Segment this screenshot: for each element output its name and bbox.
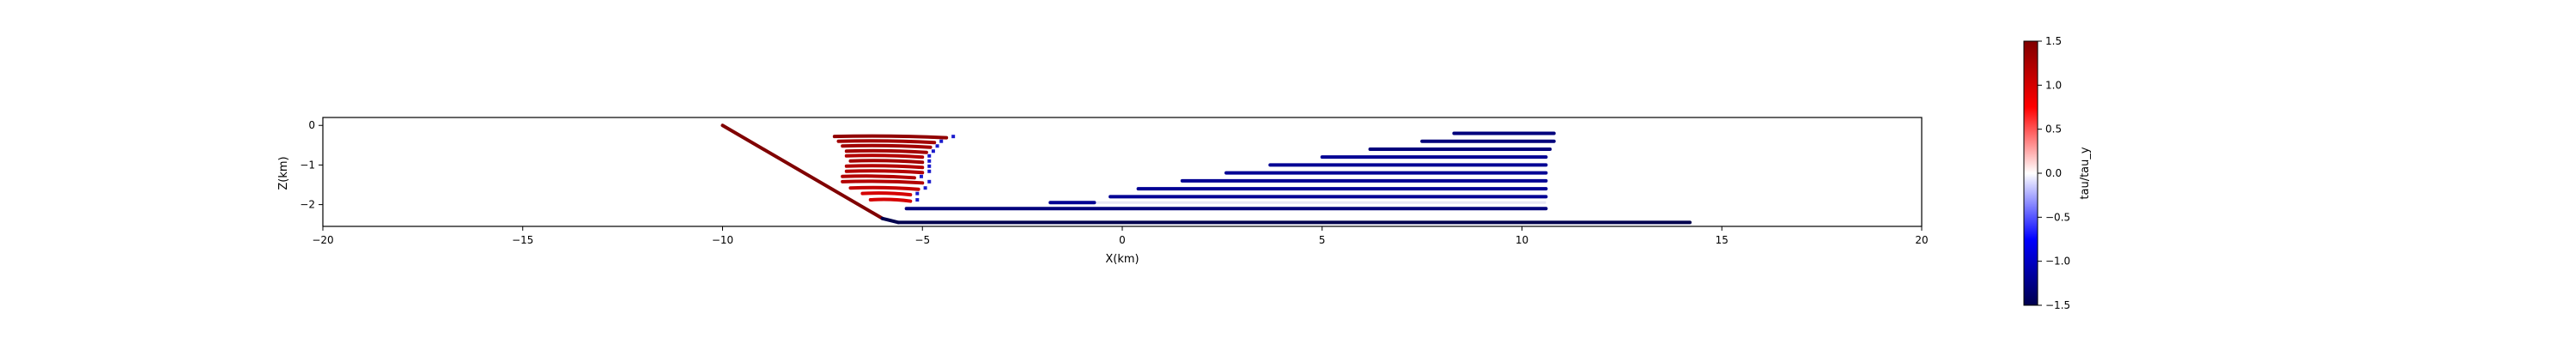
red-strand [848,159,925,165]
strand-tip-point [927,169,932,173]
y-axis: 0 −1 −2 [300,119,323,211]
x-tick-label: −5 [914,234,930,246]
x-tick-label: 10 [1516,234,1528,246]
strand-tip-point [927,179,932,184]
red-strand [868,197,913,203]
fault-segment [720,123,884,220]
x-tick-label: −15 [512,234,533,246]
red-strand [841,179,925,185]
red-strand [832,134,949,140]
colorbar-gradient [2023,40,2038,306]
red-strand [844,164,925,170]
strand-tip-point [951,135,956,139]
x-axis-label: X(km) [1105,253,1139,266]
strand-tip-point [935,144,939,148]
red-strand [841,143,933,149]
x-axis: −20 −15 −10 −5 0 5 10 15 20 [312,226,1929,246]
x-tick-label: −10 [712,234,733,246]
y-tick-label: −2 [300,199,315,211]
strand-tip-point [927,164,932,168]
x-tick-label: 20 [1915,234,1928,246]
plot-area: −20 −15 −10 −5 0 5 10 15 20 0 −1 −2 X(km) Z(km) [277,117,1929,266]
y-tick-label: 0 [308,119,315,131]
strand-tip-point [915,198,920,202]
red-strand [841,174,916,180]
strand-tip-point [923,186,927,190]
colorbar-label: tau/tau_y [2079,147,2092,199]
x-tick-label: −20 [312,234,333,246]
strand-tip-point [927,159,932,163]
colorbar-tick-label: −0.5 [2045,211,2070,223]
colorbar-ticks: 1.5 1.0 0.5 0.0 −0.5 −1.0 −1.5 [2038,35,2070,311]
x-tick-label: 0 [1119,234,1126,246]
colorbar: 1.5 1.0 0.5 0.0 −0.5 −1.0 −1.5 tau/tau_y [2023,35,2092,311]
colorbar-tick-label: −1.0 [2045,256,2070,268]
fault-segment [880,216,901,225]
colorbar-tick-label: 0.0 [2045,167,2062,179]
x-tick-label: 5 [1319,234,1326,246]
y-tick-label: −1 [300,159,315,171]
x-tick-label: 15 [1716,234,1728,246]
colorbar-tick-label: 1.0 [2045,79,2062,91]
data-marks [720,123,1692,225]
strand-tip-point [927,153,932,158]
strand-tip-point [915,191,920,196]
red-strand [848,185,920,191]
red-strand [844,169,925,175]
colorbar-tick-label: 0.5 [2045,123,2062,135]
y-axis-label: Z(km) [277,156,290,190]
strand-tip-point [939,139,944,143]
red-strand [844,153,925,159]
red-strand [836,139,937,145]
red-strand [844,148,928,154]
red-strand [860,191,913,197]
colorbar-tick-label: −1.5 [2045,299,2070,311]
strand-tip-point [931,149,935,153]
colorbar-tick-label: 1.5 [2045,35,2062,47]
strand-tip-point [919,174,923,178]
